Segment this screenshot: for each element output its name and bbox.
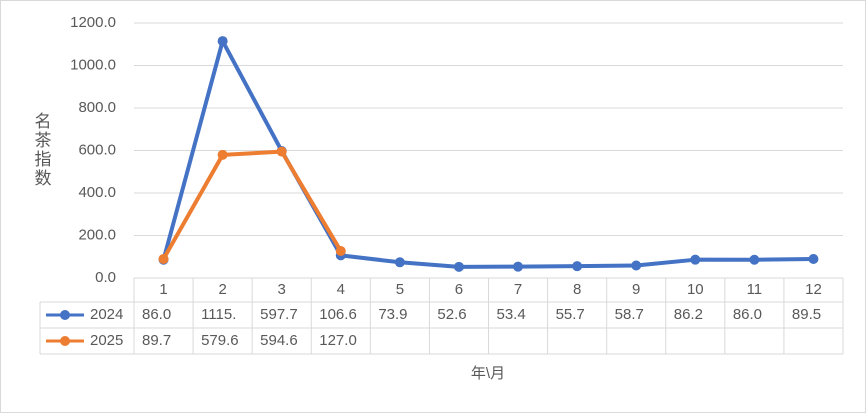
y-tick-label: 1000.0 bbox=[70, 56, 116, 73]
table-value: 89.5 bbox=[792, 306, 821, 323]
point bbox=[394, 257, 405, 268]
y-tick-label: 1200.0 bbox=[70, 14, 116, 31]
x-tick-label: 3 bbox=[278, 281, 286, 298]
table-value: 106.6 bbox=[319, 306, 357, 323]
table-value: 127.0 bbox=[319, 332, 357, 349]
point bbox=[808, 253, 819, 264]
point bbox=[335, 246, 346, 257]
table-value: 1115. bbox=[201, 306, 236, 323]
table-value: 597.7 bbox=[260, 306, 298, 323]
point bbox=[453, 261, 464, 272]
x-tick-label: 2 bbox=[218, 281, 226, 298]
legend-label: 2024 bbox=[90, 306, 123, 323]
point bbox=[158, 253, 169, 264]
point bbox=[513, 261, 524, 272]
point bbox=[217, 36, 228, 47]
legend-marker bbox=[60, 336, 70, 346]
point bbox=[276, 146, 287, 157]
legend-label: 2025 bbox=[90, 332, 123, 349]
x-tick-label: 8 bbox=[573, 281, 581, 298]
y-tick-label: 400.0 bbox=[78, 184, 116, 201]
legend-marker bbox=[60, 310, 70, 320]
x-axis-label: 年\月 bbox=[471, 365, 505, 382]
point bbox=[690, 254, 701, 265]
x-tick-label: 6 bbox=[455, 281, 463, 298]
table-value: 52.6 bbox=[437, 306, 466, 323]
y-tick-label: 600.0 bbox=[78, 141, 116, 158]
table-value: 58.7 bbox=[615, 306, 644, 323]
table-value: 73.9 bbox=[378, 306, 407, 323]
table-value: 594.6 bbox=[260, 332, 298, 349]
y-tick-label: 800.0 bbox=[78, 99, 116, 116]
series-line bbox=[161, 149, 343, 260]
table-value: 55.7 bbox=[556, 306, 585, 323]
x-tick-label: 4 bbox=[337, 281, 345, 298]
table-value: 86.2 bbox=[674, 306, 703, 323]
y-axis-label: 名茶指数 bbox=[32, 112, 52, 188]
table-value: 579.6 bbox=[201, 332, 239, 349]
x-tick-label: 10 bbox=[687, 281, 704, 298]
y-tick-label: 0.0 bbox=[95, 269, 116, 286]
point bbox=[217, 149, 228, 160]
table-value: 86.0 bbox=[142, 306, 171, 323]
point bbox=[572, 261, 583, 272]
point bbox=[631, 260, 642, 271]
table-value: 89.7 bbox=[142, 332, 171, 349]
table-value: 53.4 bbox=[497, 306, 526, 323]
x-tick-label: 9 bbox=[632, 281, 640, 298]
x-tick-label: 7 bbox=[514, 281, 522, 298]
x-tick-label: 12 bbox=[805, 281, 822, 298]
series-line bbox=[161, 39, 814, 269]
point bbox=[749, 254, 760, 265]
y-tick-label: 200.0 bbox=[78, 226, 116, 243]
x-tick-label: 11 bbox=[747, 281, 763, 298]
x-tick-label: 1 bbox=[159, 281, 167, 298]
x-tick-label: 5 bbox=[396, 281, 404, 298]
table-value: 86.0 bbox=[733, 306, 762, 323]
